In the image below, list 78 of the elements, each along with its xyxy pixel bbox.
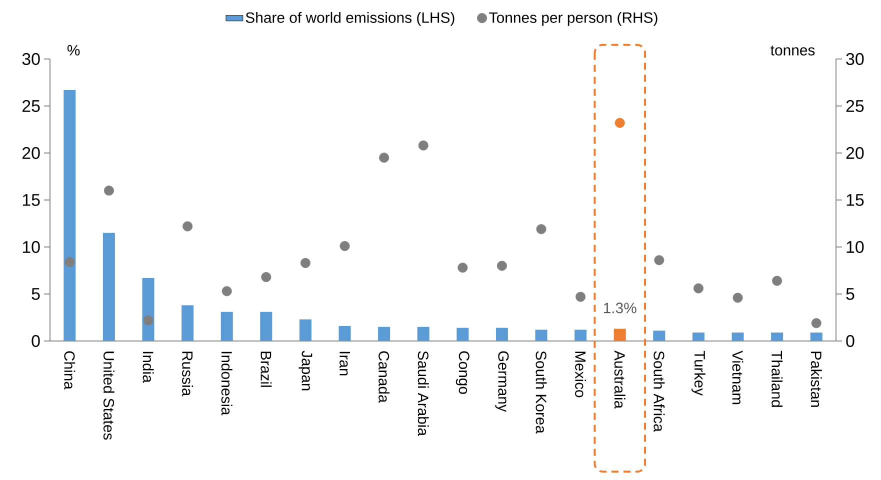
point [143, 315, 154, 326]
y-tick-label: 0 [32, 335, 40, 347]
point [654, 255, 664, 266]
y2-tick-label: 0 [846, 335, 854, 347]
bar [614, 328, 626, 341]
point [104, 186, 114, 196]
bar [653, 330, 666, 341]
x-tick-label: Russia [182, 352, 194, 396]
x-tick-label: Iran [340, 352, 350, 376]
point [222, 286, 232, 296]
y-tick-label: 30 [22, 53, 40, 66]
bar [260, 312, 272, 341]
bar [378, 326, 390, 341]
y2-tick-label: 5 [846, 288, 854, 300]
legend-label: Share of world emissions (LHS) [246, 12, 454, 26]
bar [574, 330, 587, 341]
x-tick-label: Thailand [772, 350, 783, 407]
point [536, 224, 546, 234]
bar [182, 305, 194, 341]
y-tick-label: 20 [22, 147, 40, 159]
x-tick-label: Saudi Arabia [418, 351, 429, 436]
x-tick-label: Vietnam [732, 350, 744, 404]
x-tick-label: Brazil [260, 352, 272, 387]
bar [102, 232, 115, 341]
point [811, 318, 822, 328]
x-tick-label: South Africa [654, 351, 665, 432]
x-tick-label: Congo [456, 351, 470, 394]
y-tick-label: 15 [22, 194, 40, 206]
point [732, 292, 743, 303]
x-tick-label: Mexico [575, 352, 586, 398]
x-tick-label: Turkey [692, 350, 706, 396]
point [496, 260, 507, 271]
point [300, 258, 310, 268]
y2-axis-title: tonnes [770, 46, 815, 56]
x-tick-label: United States [103, 352, 114, 440]
y-tick-label: 5 [32, 288, 40, 300]
x-tick-label: Australia [614, 350, 626, 409]
y2-tick-label: 30 [846, 53, 864, 65]
point [458, 262, 468, 273]
y2-tick-label: 25 [846, 100, 864, 112]
x-tick-label: China [64, 351, 76, 390]
bar [64, 90, 76, 341]
bar [220, 312, 233, 341]
point [261, 272, 272, 282]
bar [496, 328, 508, 341]
bar [771, 332, 784, 341]
y-tick-label: 10 [22, 241, 40, 253]
y-axis-title: % [67, 45, 80, 56]
point [182, 221, 193, 232]
y-tick-label: 25 [22, 100, 40, 112]
legend-label: Tonnes per person (RHS) [489, 12, 658, 26]
bar [338, 326, 351, 341]
point [576, 292, 586, 302]
bar [692, 332, 704, 341]
y2-tick-label: 15 [846, 194, 864, 206]
point [418, 140, 428, 150]
bar [299, 319, 312, 341]
x-tick-label: India [142, 352, 154, 383]
point [64, 257, 75, 268]
x-tick-label: Germany [495, 351, 509, 412]
bar [417, 326, 430, 341]
x-tick-label: Indonesia [221, 352, 232, 416]
point [772, 276, 782, 286]
x-tick-label: Japan [298, 350, 312, 390]
data-label: 1.3% [604, 302, 636, 314]
bar [732, 332, 744, 341]
bar [810, 332, 822, 341]
x-tick-label: Canada [378, 351, 390, 403]
point [379, 152, 390, 163]
bar [535, 330, 548, 341]
x-tick-label: Pakistan [810, 352, 822, 407]
x-tick-label: South Korea [536, 351, 547, 434]
bar [456, 328, 469, 341]
y2-tick-label: 10 [846, 241, 864, 253]
point [693, 283, 704, 294]
y2-tick-label: 20 [846, 147, 864, 159]
point [614, 118, 625, 128]
point [340, 241, 350, 252]
